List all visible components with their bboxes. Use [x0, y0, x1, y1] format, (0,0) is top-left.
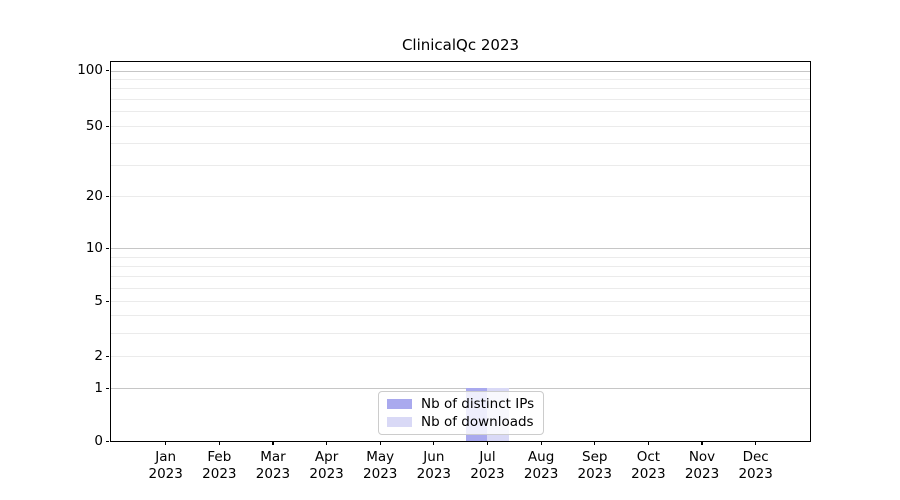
x-tick-year: 2023	[470, 465, 505, 482]
x-axis-tick-label: Apr 2023	[295, 449, 359, 482]
x-axis-tick-label: Jul 2023	[455, 449, 519, 482]
chart-title: ClinicalQc 2023	[401, 36, 520, 54]
x-axis-tick-mark	[486, 441, 489, 446]
x-tick-year: 2023	[577, 465, 612, 482]
y-axis-tick-mark	[105, 355, 109, 357]
y-axis-tick-label: 20	[85, 187, 103, 204]
x-axis-tick-mark	[272, 441, 274, 446]
legend-item: Nb of distinct IPs	[387, 396, 534, 412]
gridline-minor	[111, 99, 810, 101]
x-axis-tick-mark	[325, 441, 328, 446]
gridline-minor	[111, 301, 810, 302]
y-axis-tick-mark	[105, 247, 109, 249]
x-axis-tick-label: Dec 2023	[724, 449, 788, 482]
x-tick-month: May	[366, 449, 395, 465]
x-axis-tick-label: Nov 2023	[670, 449, 734, 482]
y-axis-tick-label: 0	[94, 433, 103, 449]
x-axis-tick-mark	[165, 441, 167, 446]
y-axis-tick-label: 10	[85, 239, 103, 256]
x-tick-month: Oct	[636, 449, 661, 465]
gridline-minor	[111, 126, 810, 127]
gridline-minor	[111, 78, 810, 80]
y-axis-tick-label: 2	[94, 347, 103, 364]
gridline-major	[111, 70, 810, 72]
x-axis-tick-mark	[647, 441, 649, 446]
x-tick-month: Feb	[207, 449, 232, 465]
x-axis-tick-mark	[218, 441, 220, 446]
x-axis-tick-label: Aug 2023	[509, 449, 573, 482]
y-axis-tick-mark	[105, 125, 109, 127]
x-axis-tick-mark	[755, 441, 757, 446]
gridline-minor	[111, 275, 810, 277]
plot-area	[110, 60, 811, 442]
gridline-minor	[111, 287, 810, 289]
y-axis-tick-mark	[105, 195, 109, 197]
gridline-minor	[111, 111, 810, 113]
y-axis-tick-label: 1	[94, 379, 103, 396]
x-tick-month: Mar	[260, 449, 286, 465]
gridline-minor	[111, 315, 810, 317]
gridline-minor	[111, 356, 810, 357]
x-tick-month: Apr	[314, 449, 339, 465]
legend-label: Nb of distinct IPs	[421, 396, 535, 412]
x-tick-year: 2023	[202, 465, 237, 482]
gridline-minor	[111, 165, 810, 167]
x-tick-month: Nov	[688, 449, 716, 465]
x-tick-year: 2023	[631, 465, 666, 482]
x-axis-tick-mark	[433, 441, 435, 446]
x-axis-tick-mark	[379, 441, 381, 446]
gridline-minor	[111, 143, 810, 145]
gridline-major	[111, 248, 810, 250]
y-axis-tick-mark	[105, 441, 109, 443]
gridline-minor	[111, 256, 810, 258]
gridline-minor	[111, 196, 810, 197]
x-axis-tick-label: Jun 2023	[402, 449, 466, 482]
x-axis-tick-label: Mar 2023	[241, 449, 305, 482]
x-tick-year: 2023	[738, 465, 773, 482]
x-tick-year: 2023	[416, 465, 452, 482]
x-tick-year: 2023	[148, 465, 183, 482]
x-tick-year: 2023	[523, 465, 559, 482]
y-axis-tick-mark	[105, 300, 109, 302]
legend-swatch	[387, 399, 412, 409]
x-axis-tick-mark	[540, 441, 542, 446]
x-tick-year: 2023	[255, 465, 291, 482]
y-axis-tick-label: 50	[85, 117, 103, 134]
x-tick-month: Jun	[423, 449, 445, 465]
x-axis-tick-mark	[594, 441, 596, 446]
legend: Nb of distinct IPs Nb of downloads	[378, 391, 545, 435]
x-tick-month: Sep	[582, 449, 608, 465]
y-axis-tick-mark	[105, 70, 109, 72]
x-axis-tick-label: Sep 2023	[563, 449, 627, 482]
gridline-minor	[111, 333, 810, 335]
x-axis-tick-label: May 2023	[348, 449, 412, 482]
x-axis-tick-label: Oct 2023	[616, 449, 680, 482]
x-axis-tick-label: Jan 2023	[134, 449, 198, 482]
y-axis-tick-mark	[105, 387, 109, 389]
legend-label: Nb of downloads	[421, 414, 534, 430]
x-tick-year: 2023	[309, 465, 344, 482]
y-axis-tick-label: 100	[77, 62, 103, 78]
gridline-minor	[111, 88, 810, 90]
legend-swatch	[387, 417, 412, 427]
gridline-major	[111, 388, 810, 390]
y-axis-tick-label: 5	[94, 292, 103, 309]
x-axis-tick-label: Feb 2023	[187, 449, 251, 482]
x-tick-month: Aug	[527, 449, 555, 465]
x-axis-tick-mark	[701, 441, 703, 446]
gridline-minor	[111, 265, 810, 267]
x-tick-month: Jul	[479, 449, 496, 465]
legend-item: Nb of downloads	[387, 414, 534, 430]
x-tick-year: 2023	[363, 465, 398, 482]
x-tick-month: Dec	[742, 449, 769, 465]
x-tick-year: 2023	[684, 465, 720, 482]
x-tick-month: Jan	[155, 449, 177, 465]
